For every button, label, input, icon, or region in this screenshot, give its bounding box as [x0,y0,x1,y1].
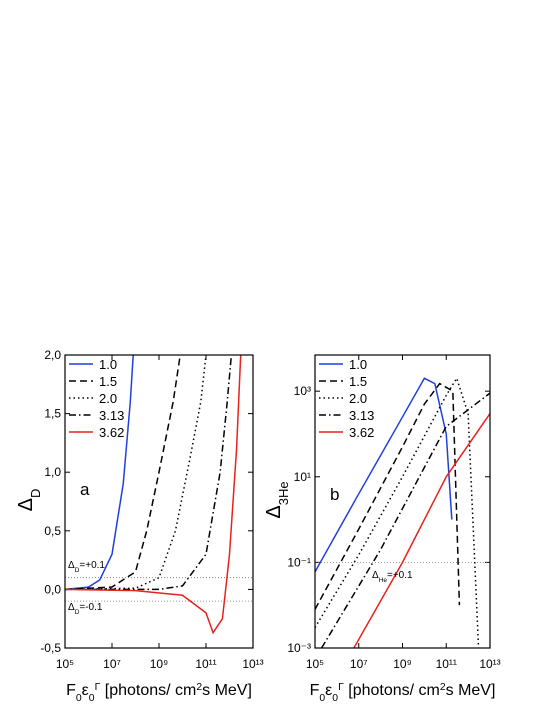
annotation: ΔD=+0.1 [68,560,105,574]
x-axis-label-part: Γ [95,682,101,693]
plot-frame [314,354,491,649]
x-axis-label-part: 0 [76,693,82,704]
series-line [315,376,480,648]
legend-label: 2.0 [99,391,117,406]
legend-label: 1.5 [99,374,117,389]
y-tick-label: 10⁻³ [287,641,311,655]
y-axis-label-part: Δ [263,505,285,518]
x-axis-label-part: [photons/ cm [100,682,196,699]
annotation-part: Δ [68,560,75,571]
annotation-part: D [75,609,80,616]
y-axis-label-part: 3 [276,498,291,505]
y-tick-label: 0,5 [44,524,61,538]
x-tick-label: 10⁹ [393,657,412,671]
y-tick-label: 0,0 [44,582,61,596]
series-line [65,355,207,591]
annotation: ΔHe=+0.1 [372,570,413,584]
x-axis-label-part: 2 [196,682,202,693]
y-tick-label: 10⁻¹ [287,555,311,569]
legend-label: 2.0 [349,391,367,406]
series-line [315,377,453,573]
x-axis-label-part: s MeV] [202,682,252,699]
annotation-part: He [379,577,388,584]
legend-label: 3.13 [349,408,374,423]
panel-label: a [80,480,90,499]
annotation-part: =+0.1 [79,560,105,571]
series-line [353,413,490,648]
x-axis-label-part: 2 [440,682,446,693]
x-tick-label: 10⁷ [350,657,368,671]
x-axis-label-part: 0 [89,693,95,704]
annotation: ΔD=-0.1 [68,602,103,616]
series-line [65,355,233,591]
y-axis-label: Δ3He [263,481,291,518]
annotation-part: =-0.1 [79,602,103,613]
series-line [65,355,181,591]
x-axis-label-part: F [66,682,76,699]
x-axis-label-part: Γ [338,682,344,693]
legend-label: 3.62 [349,425,374,440]
x-axis-label-part: ε [325,682,332,699]
plot-area [65,355,242,635]
x-tick-label: 10¹³ [242,657,263,671]
x-axis-label-part: F [310,682,320,699]
x-axis-label-part: ε [82,682,89,699]
y-tick-label: 1,0 [44,465,61,479]
x-tick-label: 10⁵ [56,657,74,671]
x-axis-label-part: 0 [332,693,338,704]
x-tick-label: 10¹¹ [195,657,216,671]
y-tick-label: 2,0 [44,348,61,362]
annotation-part: =+0.1 [387,570,413,581]
series-line [320,392,490,648]
series-line [65,355,242,635]
x-axis-label-part: s MeV] [446,682,496,699]
x-axis-label: F0ε0Γ [photons/ cm2s MeV] [310,682,496,704]
x-tick-label: 10¹¹ [436,657,457,671]
y-axis-label-part: Δ [15,498,37,511]
y-tick-label: 1,5 [44,407,61,421]
y-tick-label: -0,5 [40,641,61,655]
legend-label: 1.0 [349,357,367,372]
x-tick-label: 10¹³ [479,657,500,671]
annotation-part: Δ [68,602,75,613]
annotation-part: Δ [372,570,379,581]
legend-label: 1.5 [349,374,367,389]
legend-label: 1.0 [99,357,117,372]
y-tick-label: 10¹ [294,470,311,484]
x-tick-label: 10⁹ [150,657,169,671]
annotation-part: D [75,567,80,574]
x-axis-label-part: [photons/ cm [344,682,440,699]
plot-frame [64,354,254,649]
series-line [65,355,134,591]
y-tick-label: 10³ [294,384,311,398]
x-tick-label: 10⁷ [103,657,121,671]
x-axis-label-part: 0 [319,693,325,704]
y-axis-label: ΔD [15,489,43,512]
y-axis-label-part: He [276,481,291,498]
series-line [315,382,461,610]
y-axis-label-part: D [28,489,43,498]
x-tick-label: 10⁵ [306,657,324,671]
x-axis-label: F0ε0Γ [photons/ cm2s MeV] [66,682,252,704]
legend-label: 3.13 [99,408,124,423]
panel-label: b [330,485,339,504]
legend-label: 3.62 [99,425,124,440]
plot-area [315,376,490,648]
